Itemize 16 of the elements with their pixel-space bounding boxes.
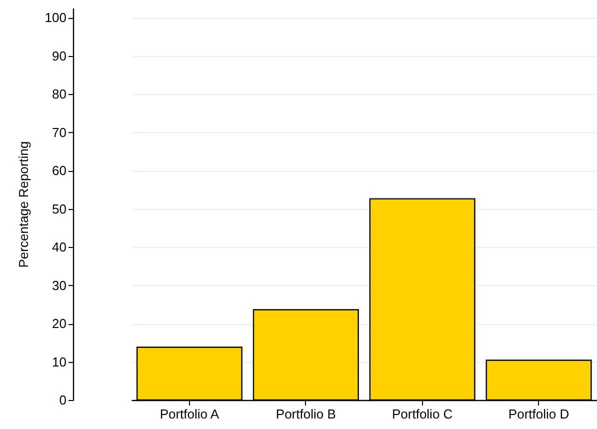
x-tick-label: Portfolio A (160, 406, 220, 422)
y-tick-label: 30 (52, 278, 66, 293)
y-tick-label: 50 (52, 201, 66, 216)
x-tick-label: Portfolio B (276, 406, 336, 422)
x-tick-label: Portfolio C (392, 406, 453, 422)
x-tick-label: Portfolio D (508, 406, 570, 422)
y-tick-label: 100 (44, 10, 66, 26)
y-tick-label: 90 (52, 48, 66, 64)
y-tick-label: 40 (52, 240, 66, 255)
y-tick-label: 80 (52, 86, 66, 102)
y-tick-label: 60 (52, 163, 66, 178)
y-axis-title: Percentage Reporting (16, 141, 31, 268)
y-tick-label: 20 (52, 316, 66, 332)
y-tick-label: 70 (52, 124, 66, 140)
y-tick-label: 0 (59, 392, 66, 408)
y-tick-label: 10 (52, 354, 66, 370)
